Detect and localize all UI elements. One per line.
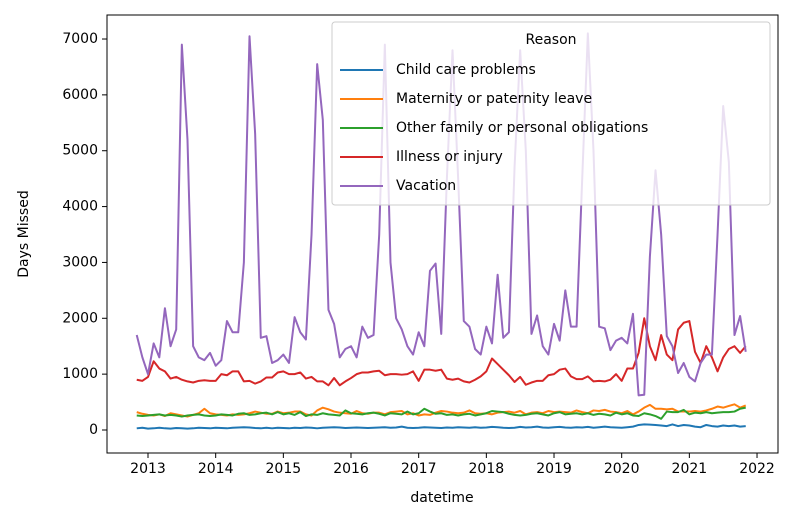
- x-axis-label: datetime: [410, 490, 473, 506]
- y-tick-label: 2000: [62, 310, 98, 326]
- x-tick-label: 2014: [198, 461, 234, 477]
- x-tick-label: 2018: [469, 461, 505, 477]
- series-line: [136, 403, 747, 418]
- legend-box: [331, 21, 771, 206]
- x-tick-label: 2017: [401, 461, 437, 477]
- legend-label: Maternity or paternity leave: [396, 91, 592, 107]
- legend-label: Other family or personal obligations: [396, 120, 648, 136]
- x-tick-label: 2016: [333, 461, 369, 477]
- plot-frame: [106, 14, 779, 454]
- legend-label: Illness or injury: [396, 149, 503, 165]
- series-line: [135, 32, 747, 397]
- y-tick-label: 6000: [62, 87, 98, 103]
- x-tick-label: 2022: [739, 461, 775, 477]
- series-line: [136, 317, 747, 387]
- series-line: [136, 423, 746, 430]
- x-tick-label: 2015: [266, 461, 302, 477]
- x-tick-label: 2021: [672, 461, 708, 477]
- y-axis-label: Days Missed: [16, 190, 32, 277]
- y-tick-label: 1000: [62, 366, 98, 382]
- y-tick-label: 7000: [62, 31, 98, 47]
- legend-label: Vacation: [396, 178, 456, 194]
- y-tick-label: 5000: [62, 143, 98, 159]
- x-tick-label: 2020: [604, 461, 640, 477]
- legend-title: Reason: [525, 32, 576, 48]
- y-tick-label: 3000: [62, 254, 98, 270]
- series-line: [136, 406, 746, 420]
- x-tick-label: 2013: [130, 461, 166, 477]
- legend-label: Child care problems: [396, 62, 536, 78]
- y-tick-label: 4000: [62, 199, 98, 215]
- y-tick-label: 0: [89, 422, 98, 438]
- legend: Reason Child care problems Maternity or pa…: [331, 21, 771, 206]
- x-tick-label: 2019: [536, 461, 572, 477]
